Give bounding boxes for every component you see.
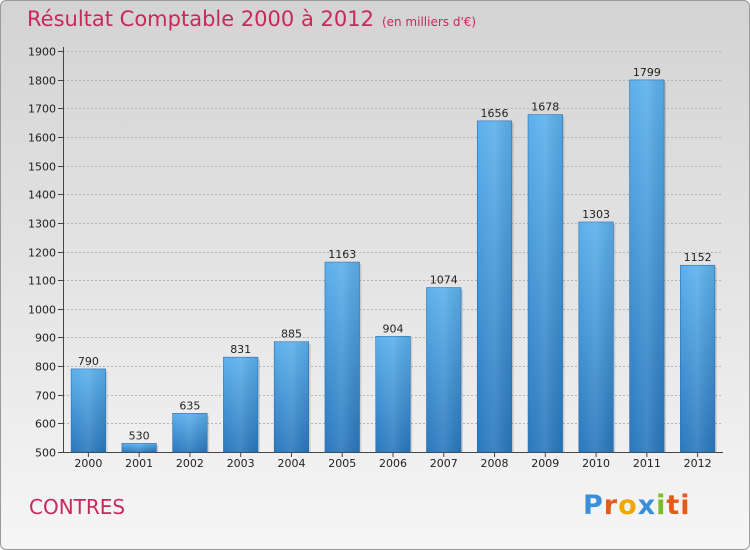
x-tick-label: 2012 [684, 457, 712, 470]
value-labels: 790 530 635 831 885 1163 904 1074 1656 1678 1303 17… [78, 66, 712, 442]
y-tick-label: 600 [35, 418, 56, 431]
logo-letter: P [583, 490, 604, 521]
logo-letter: i [656, 490, 667, 521]
bar-highlight [629, 79, 665, 452]
logo-letter: x [637, 490, 657, 521]
y-tick-label: 1900 [28, 46, 56, 59]
commune-name: CONTRES [29, 495, 126, 519]
x-tick-label: 2007 [430, 457, 458, 470]
x-tick-label: 2006 [379, 457, 407, 470]
y-tick-label: 1000 [28, 304, 56, 317]
bars [70, 79, 717, 453]
value-label: 530 [129, 429, 150, 442]
y-tick-label: 1100 [28, 275, 56, 288]
x-tick-label: 2001 [125, 457, 153, 470]
value-label: 1163 [328, 248, 356, 261]
axes: 500 600 700 800 900 1000 1100 1200 1300 1400 1500 1… [28, 46, 723, 470]
x-tick-label: 2005 [328, 457, 356, 470]
y-tick-label: 1600 [28, 132, 56, 145]
bar-highlight [121, 443, 157, 452]
x-tick-label: 2002 [176, 457, 204, 470]
y-tick-label: 900 [35, 332, 56, 345]
value-label: 1303 [582, 208, 610, 221]
y-tick-label: 1800 [28, 75, 56, 88]
bar-highlight [528, 114, 563, 452]
bar-highlight [375, 336, 411, 452]
bar-highlight [223, 357, 258, 452]
chart-title: Résultat Comptable 2000 à 2012 (en millie… [27, 7, 476, 31]
x-tick-label: 2010 [582, 457, 610, 470]
bar-highlight [578, 221, 614, 452]
logo-letter: ti [666, 490, 691, 521]
value-label: 790 [78, 355, 99, 368]
bar-highlight [680, 265, 715, 452]
x-tick-label: 2009 [531, 457, 559, 470]
y-tick-label: 1300 [28, 218, 56, 231]
y-tick-label: 1400 [28, 189, 56, 202]
value-label: 1656 [481, 107, 509, 120]
value-label: 1152 [684, 251, 712, 264]
x-tick-label: 2011 [633, 457, 661, 470]
y-tick-label: 1200 [28, 247, 56, 260]
value-label: 635 [179, 399, 200, 412]
value-label: 885 [281, 328, 302, 341]
y-tick-label: 800 [35, 361, 56, 374]
x-tick-label: 2004 [277, 457, 305, 470]
value-label: 1799 [633, 66, 661, 79]
chart-title-text: Résultat Comptable 2000 à 2012 [27, 7, 374, 31]
bar-highlight [71, 368, 106, 452]
value-label: 904 [383, 322, 404, 335]
bar-highlight [477, 120, 512, 452]
bar-highlight [274, 341, 309, 452]
value-label: 1678 [531, 101, 559, 114]
y-tick-label: 700 [35, 390, 56, 403]
bar-highlight [426, 287, 462, 452]
x-tick-label: 2003 [227, 457, 255, 470]
y-tick-label: 500 [35, 447, 56, 460]
proxiti-logo: Proxiti [583, 490, 691, 521]
bar-highlight [172, 413, 208, 452]
value-label: 1074 [430, 274, 458, 287]
bar-highlight [324, 262, 360, 452]
x-tick-label: 2000 [74, 457, 102, 470]
value-label: 831 [230, 343, 251, 356]
logo-letter: r [603, 490, 619, 521]
y-tick-label: 1500 [28, 161, 56, 174]
y-tick-label: 1700 [28, 103, 56, 116]
logo-letter: o [618, 490, 638, 521]
chart-unit: (en milliers d'€) [381, 15, 477, 29]
x-tick-label: 2008 [481, 457, 509, 470]
